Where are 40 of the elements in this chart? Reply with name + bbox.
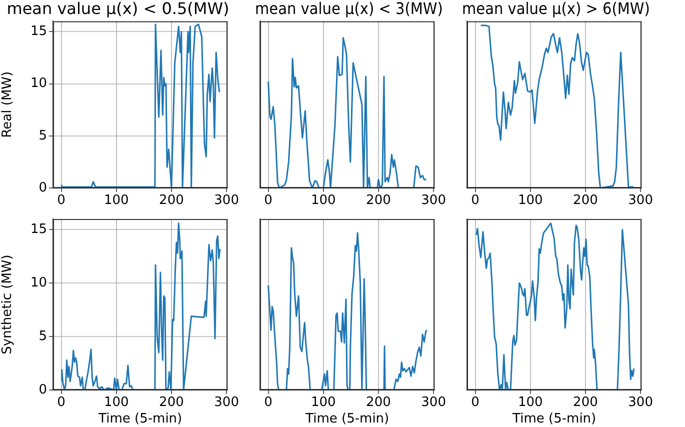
y-axis-title: Synthetic (MW) [0, 254, 16, 354]
y-tick-label: 10 [30, 76, 47, 92]
x-axis-title: Time (5-min) [304, 412, 390, 427]
x-tick-label: 0 [264, 395, 272, 410]
x-tick-label: 100 [104, 193, 129, 208]
x-tick-label: 300 [628, 193, 653, 208]
chart-title: mean value μ(x) > 6(MW) [462, 0, 650, 18]
x-tick-label: 100 [518, 395, 543, 410]
x-tick-label: 200 [159, 395, 184, 410]
x-tick-label: 100 [310, 395, 336, 410]
x-tick-label: 100 [518, 193, 543, 208]
x-tick-label: 200 [573, 395, 598, 410]
x-tick-label: 0 [57, 193, 66, 208]
x-tick-label: 200 [366, 395, 391, 410]
x-tick-label: 200 [573, 193, 598, 208]
y-tick-label: 0 [38, 382, 47, 398]
y-tick-label: 5 [38, 128, 47, 144]
x-tick-label: 100 [104, 395, 129, 410]
x-tick-label: 0 [471, 395, 480, 410]
x-tick-label: 200 [366, 193, 391, 208]
y-tick-label: 15 [30, 24, 47, 39]
x-tick-label: 0 [57, 395, 66, 410]
y-tick-label: 15 [30, 222, 47, 238]
y-tick-label: 10 [30, 276, 47, 290]
x-tick-label: 0 [264, 193, 272, 208]
chart-title: mean value μ(x) < 0.5(MW) [6, 0, 230, 18]
chart-title: mean value μ(x) < 3(MW) [255, 0, 443, 18]
x-axis-title: Time (5-min) [98, 412, 182, 427]
x-tick-label: 0 [471, 193, 480, 208]
x-tick-label: 200 [159, 193, 184, 208]
y-tick-label: 0 [38, 180, 47, 196]
y-axis-title: Real (MW) [0, 71, 16, 138]
x-tick-label: 300 [214, 395, 239, 410]
x-tick-label: 300 [214, 193, 239, 208]
y-tick-label: 5 [38, 328, 47, 344]
x-tick-label: 300 [421, 193, 446, 208]
x-tick-label: 300 [628, 395, 653, 410]
x-tick-label: 300 [421, 395, 446, 410]
x-axis-title: Time (5-min) [512, 412, 596, 427]
x-tick-label: 100 [310, 193, 336, 208]
